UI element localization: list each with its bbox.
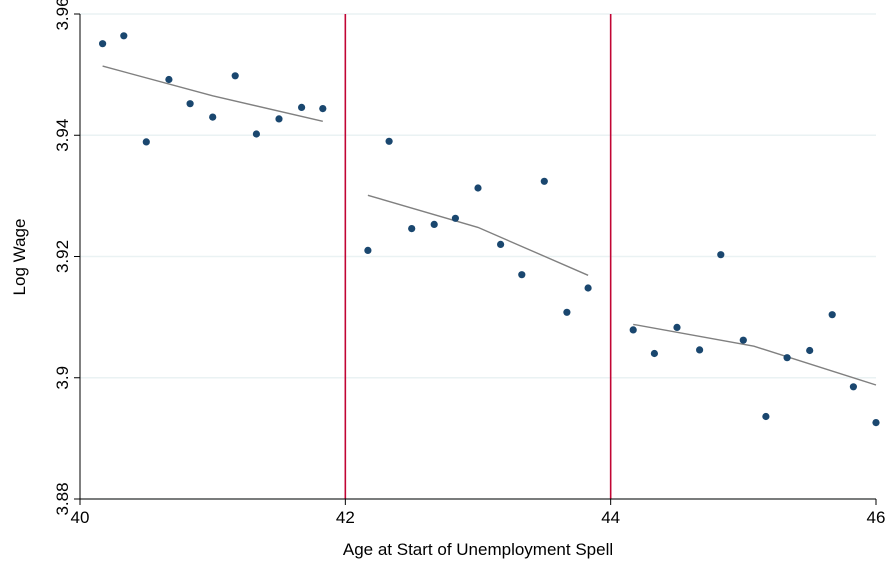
data-point bbox=[186, 100, 194, 108]
data-point bbox=[696, 346, 704, 354]
data-point bbox=[298, 103, 306, 111]
data-point bbox=[849, 383, 858, 391]
fit-line bbox=[367, 194, 589, 276]
data-point bbox=[806, 346, 814, 355]
fit-line bbox=[102, 65, 323, 122]
data-points bbox=[99, 32, 880, 427]
y-tick-label: 3.9 bbox=[53, 366, 72, 390]
data-point bbox=[717, 251, 725, 259]
data-point bbox=[275, 115, 283, 123]
data-point bbox=[828, 311, 836, 319]
x-tick-label: 42 bbox=[336, 508, 355, 527]
data-point bbox=[497, 240, 505, 248]
data-point bbox=[783, 354, 791, 362]
data-point bbox=[364, 246, 372, 254]
data-point bbox=[142, 138, 150, 146]
data-point bbox=[518, 271, 526, 279]
fit-line bbox=[633, 323, 877, 386]
data-point bbox=[165, 75, 173, 84]
data-point bbox=[385, 137, 393, 145]
data-point bbox=[762, 412, 770, 421]
data-point bbox=[739, 336, 747, 344]
data-point bbox=[563, 308, 571, 316]
y-axis-title: Log Wage bbox=[10, 219, 29, 296]
x-tick-label: 44 bbox=[601, 508, 620, 527]
data-point bbox=[120, 32, 128, 40]
data-point bbox=[430, 220, 438, 228]
y-tick-label: 3.96 bbox=[53, 0, 72, 31]
data-point bbox=[99, 40, 107, 48]
data-point bbox=[408, 225, 416, 233]
y-tick-label: 3.88 bbox=[53, 482, 72, 515]
fit-lines bbox=[102, 65, 877, 386]
data-point bbox=[252, 130, 260, 138]
data-point bbox=[872, 419, 880, 427]
data-point bbox=[474, 184, 482, 192]
y-tick-label: 3.94 bbox=[53, 119, 72, 152]
data-point bbox=[451, 214, 459, 222]
data-point bbox=[540, 177, 548, 185]
data-point bbox=[231, 72, 239, 80]
y-tick-label: 3.92 bbox=[53, 240, 72, 273]
data-point bbox=[319, 105, 327, 113]
x-tick-label: 46 bbox=[867, 508, 886, 527]
cutoff-lines bbox=[344, 14, 612, 499]
x-axis-title: Age at Start of Unemployment Spell bbox=[343, 540, 613, 559]
data-point bbox=[584, 284, 592, 292]
x-tick-label: 40 bbox=[71, 508, 90, 527]
data-point bbox=[650, 349, 659, 358]
ticks: 3.88 3.9 3.92 3.94 3.96 40 42 44 46 bbox=[53, 0, 885, 527]
data-point bbox=[629, 326, 637, 334]
data-point bbox=[209, 113, 217, 121]
data-point bbox=[673, 323, 681, 331]
